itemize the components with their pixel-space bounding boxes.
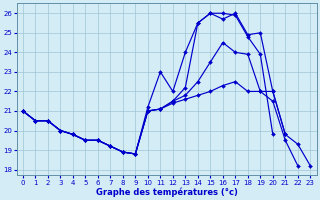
X-axis label: Graphe des températures (°c): Graphe des températures (°c) [96,187,237,197]
